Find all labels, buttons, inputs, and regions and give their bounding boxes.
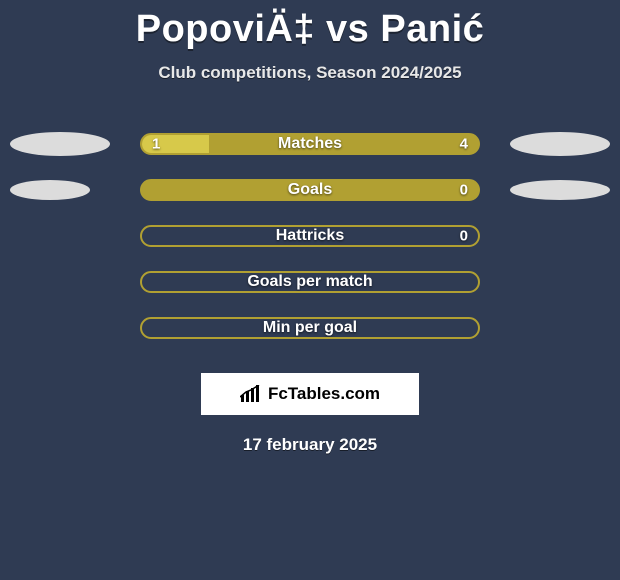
stat-bar: Min per goal bbox=[140, 317, 480, 339]
stat-row: Hattricks 0 bbox=[0, 213, 620, 259]
subtitle: Club competitions, Season 2024/2025 bbox=[0, 63, 620, 83]
bar-chart-icon bbox=[240, 385, 262, 403]
stat-bar: Hattricks 0 bbox=[140, 225, 480, 247]
title-player1: PopoviÄ‡ bbox=[136, 8, 315, 50]
stat-row: Goals per match bbox=[0, 259, 620, 305]
stat-right-value: 0 bbox=[460, 228, 468, 245]
date: 17 february 2025 bbox=[0, 435, 620, 455]
stat-label: Hattricks bbox=[142, 227, 478, 245]
stat-right-value: 4 bbox=[460, 136, 468, 153]
player1-marker bbox=[10, 132, 110, 156]
player2-marker bbox=[510, 132, 610, 156]
stat-bar: Goals per match bbox=[140, 271, 480, 293]
stat-row: Min per goal bbox=[0, 305, 620, 351]
stat-label: Min per goal bbox=[142, 319, 478, 337]
stat-bar: Goals 0 bbox=[140, 179, 480, 201]
stat-rows: 1 Matches 4 Goals 0 Hattricks 0 bbox=[0, 121, 620, 351]
brand-label: FcTables.com bbox=[240, 384, 380, 404]
stat-row: Goals 0 bbox=[0, 167, 620, 213]
stat-row: 1 Matches 4 bbox=[0, 121, 620, 167]
player1-marker bbox=[10, 180, 90, 200]
comparison-infographic: PopoviÄ‡ vs Panić Club competitions, Sea… bbox=[0, 0, 620, 580]
title-player2: Panić bbox=[380, 8, 484, 50]
brand-box: FcTables.com bbox=[201, 373, 419, 415]
stat-bar-fill bbox=[142, 181, 478, 199]
page-title: PopoviÄ‡ vs Panić bbox=[0, 0, 620, 51]
player2-marker bbox=[510, 180, 610, 200]
stat-bar-fill bbox=[142, 135, 209, 153]
title-vs: vs bbox=[326, 8, 369, 50]
brand-text: FcTables.com bbox=[268, 384, 380, 404]
stat-label: Goals per match bbox=[142, 273, 478, 291]
stat-bar: 1 Matches 4 bbox=[140, 133, 480, 155]
